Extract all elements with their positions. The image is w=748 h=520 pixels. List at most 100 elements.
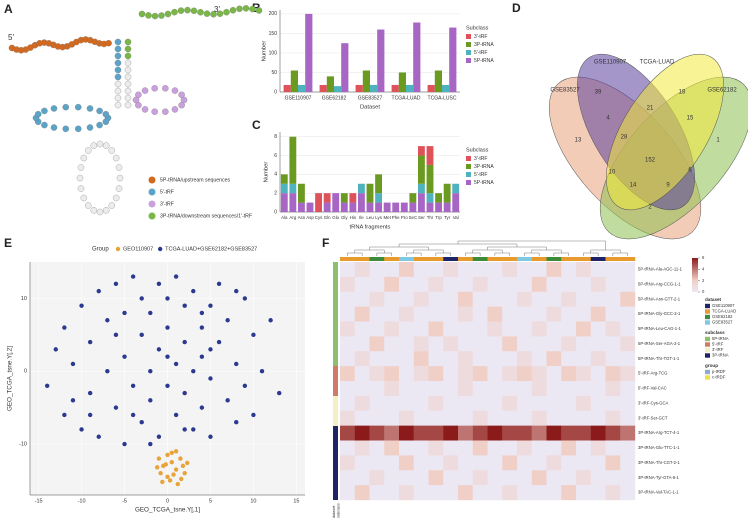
heatmap-cell [399, 425, 414, 441]
scale-tick-label: 0 [702, 289, 705, 294]
bar-segment [298, 183, 305, 203]
heatmap-cell [340, 262, 355, 278]
heatmap-cell [487, 306, 503, 322]
heatmap-cell [413, 381, 429, 397]
venn-count: 13 [575, 138, 582, 144]
x-axis-title: Dataset [360, 105, 380, 111]
x-tick-label: His [350, 215, 357, 220]
heatmap-cell [399, 321, 414, 337]
legend-label: TCGA-LUAD+GSE62182+GSE83527 [165, 246, 257, 252]
bar [305, 13, 313, 92]
y-tick-label: 0 [24, 369, 27, 375]
nucleotide [96, 121, 103, 129]
color-scale [692, 258, 698, 292]
heatmap-cell [458, 306, 473, 322]
heatmap-cell [576, 351, 591, 367]
heatmap-cell [517, 425, 532, 441]
dendrogram-branch [435, 252, 451, 256]
y-axis-title: Number [264, 162, 270, 183]
heatmap-cell [428, 366, 444, 382]
heatmap-cell [340, 291, 355, 307]
legend-swatch [705, 347, 710, 353]
heatmap-cell [531, 470, 547, 486]
nucleotide [190, 7, 198, 15]
heatmap-cell [428, 306, 444, 322]
point [169, 450, 174, 455]
x-tick-label: Leu [366, 215, 374, 220]
heatmap-cell [620, 395, 636, 411]
heatmap-cell [590, 470, 606, 486]
heatmap-cell [531, 455, 547, 471]
heatmap-cell [354, 485, 370, 501]
x-tick-label: -15 [35, 498, 43, 504]
point [156, 456, 162, 461]
column-annotation [399, 257, 414, 261]
nucleotide [80, 154, 88, 162]
annotation-block [333, 396, 338, 426]
bar-segment [375, 202, 382, 212]
heatmap-cell [472, 262, 488, 278]
point [182, 427, 187, 432]
heatmap-cell [487, 366, 503, 382]
bar [442, 84, 450, 92]
point [113, 332, 119, 338]
heatmap-cell [620, 455, 636, 471]
heatmap-cell [487, 395, 503, 411]
point [277, 390, 282, 396]
heatmap-cell [428, 410, 444, 426]
heatmap-cell [517, 470, 532, 486]
y-tick-label: -10 [19, 441, 27, 447]
legend-label: TCGA-LUAD [712, 309, 736, 314]
heatmap-cell [502, 425, 518, 441]
panel-label: F [322, 236, 329, 250]
venn-set-label: TCGA-LUAD [640, 60, 675, 66]
heatmap-cell [354, 336, 370, 352]
heatmap-cell [472, 336, 488, 352]
venn-count: 39 [595, 90, 602, 96]
nucleotide [151, 108, 158, 115]
heatmap-cell [413, 276, 429, 292]
dendrogram-branch [583, 252, 599, 256]
heatmap-cell [620, 262, 636, 278]
nucleotide [210, 11, 217, 18]
heatmap-cell [576, 366, 591, 382]
heatmap-cell [354, 262, 370, 278]
bar-segment [409, 193, 417, 203]
bar [406, 84, 414, 92]
venn-count: 21 [647, 106, 654, 112]
y-tick-label: 150 [269, 31, 278, 37]
heatmap-cell [340, 470, 355, 486]
x-tick-label: GSE62182 [322, 95, 347, 101]
heatmap-cell [590, 425, 606, 441]
bar [391, 84, 399, 92]
legend-label: 3'-tRF [712, 347, 724, 352]
bar-segment [280, 193, 288, 212]
legend-label: 3'-tRF [474, 34, 487, 40]
heatmap-cell [531, 276, 547, 292]
legend-swatch [466, 156, 471, 161]
heatmap-cell [605, 366, 621, 382]
nucleotide [135, 91, 142, 99]
nucleotide [114, 59, 122, 67]
heatmap-cell [605, 455, 621, 471]
heatmap-cell [340, 485, 355, 501]
heatmap-cell [576, 470, 591, 486]
heatmap-cell [428, 440, 444, 456]
scale-tick-label: 2 [702, 278, 705, 283]
heatmap-cell [458, 291, 473, 307]
heatmap-cell [487, 455, 503, 471]
y-tick-label: 200 [269, 11, 278, 17]
legend-label: GSE62182 [712, 314, 733, 319]
x-tick-label: GSE110907 [285, 95, 312, 101]
heatmap-cell [443, 291, 459, 307]
legend-label: 5P-tRNA/upstream sequences [160, 177, 230, 183]
point [199, 310, 205, 316]
heatmap-cell [399, 410, 414, 426]
heatmap-cell [620, 306, 636, 322]
point [113, 281, 119, 287]
heatmap-cell [428, 455, 444, 471]
nucleotide [84, 202, 92, 209]
heatmap-cell [590, 366, 606, 382]
point [139, 419, 144, 425]
heatmap-cell [546, 336, 562, 352]
